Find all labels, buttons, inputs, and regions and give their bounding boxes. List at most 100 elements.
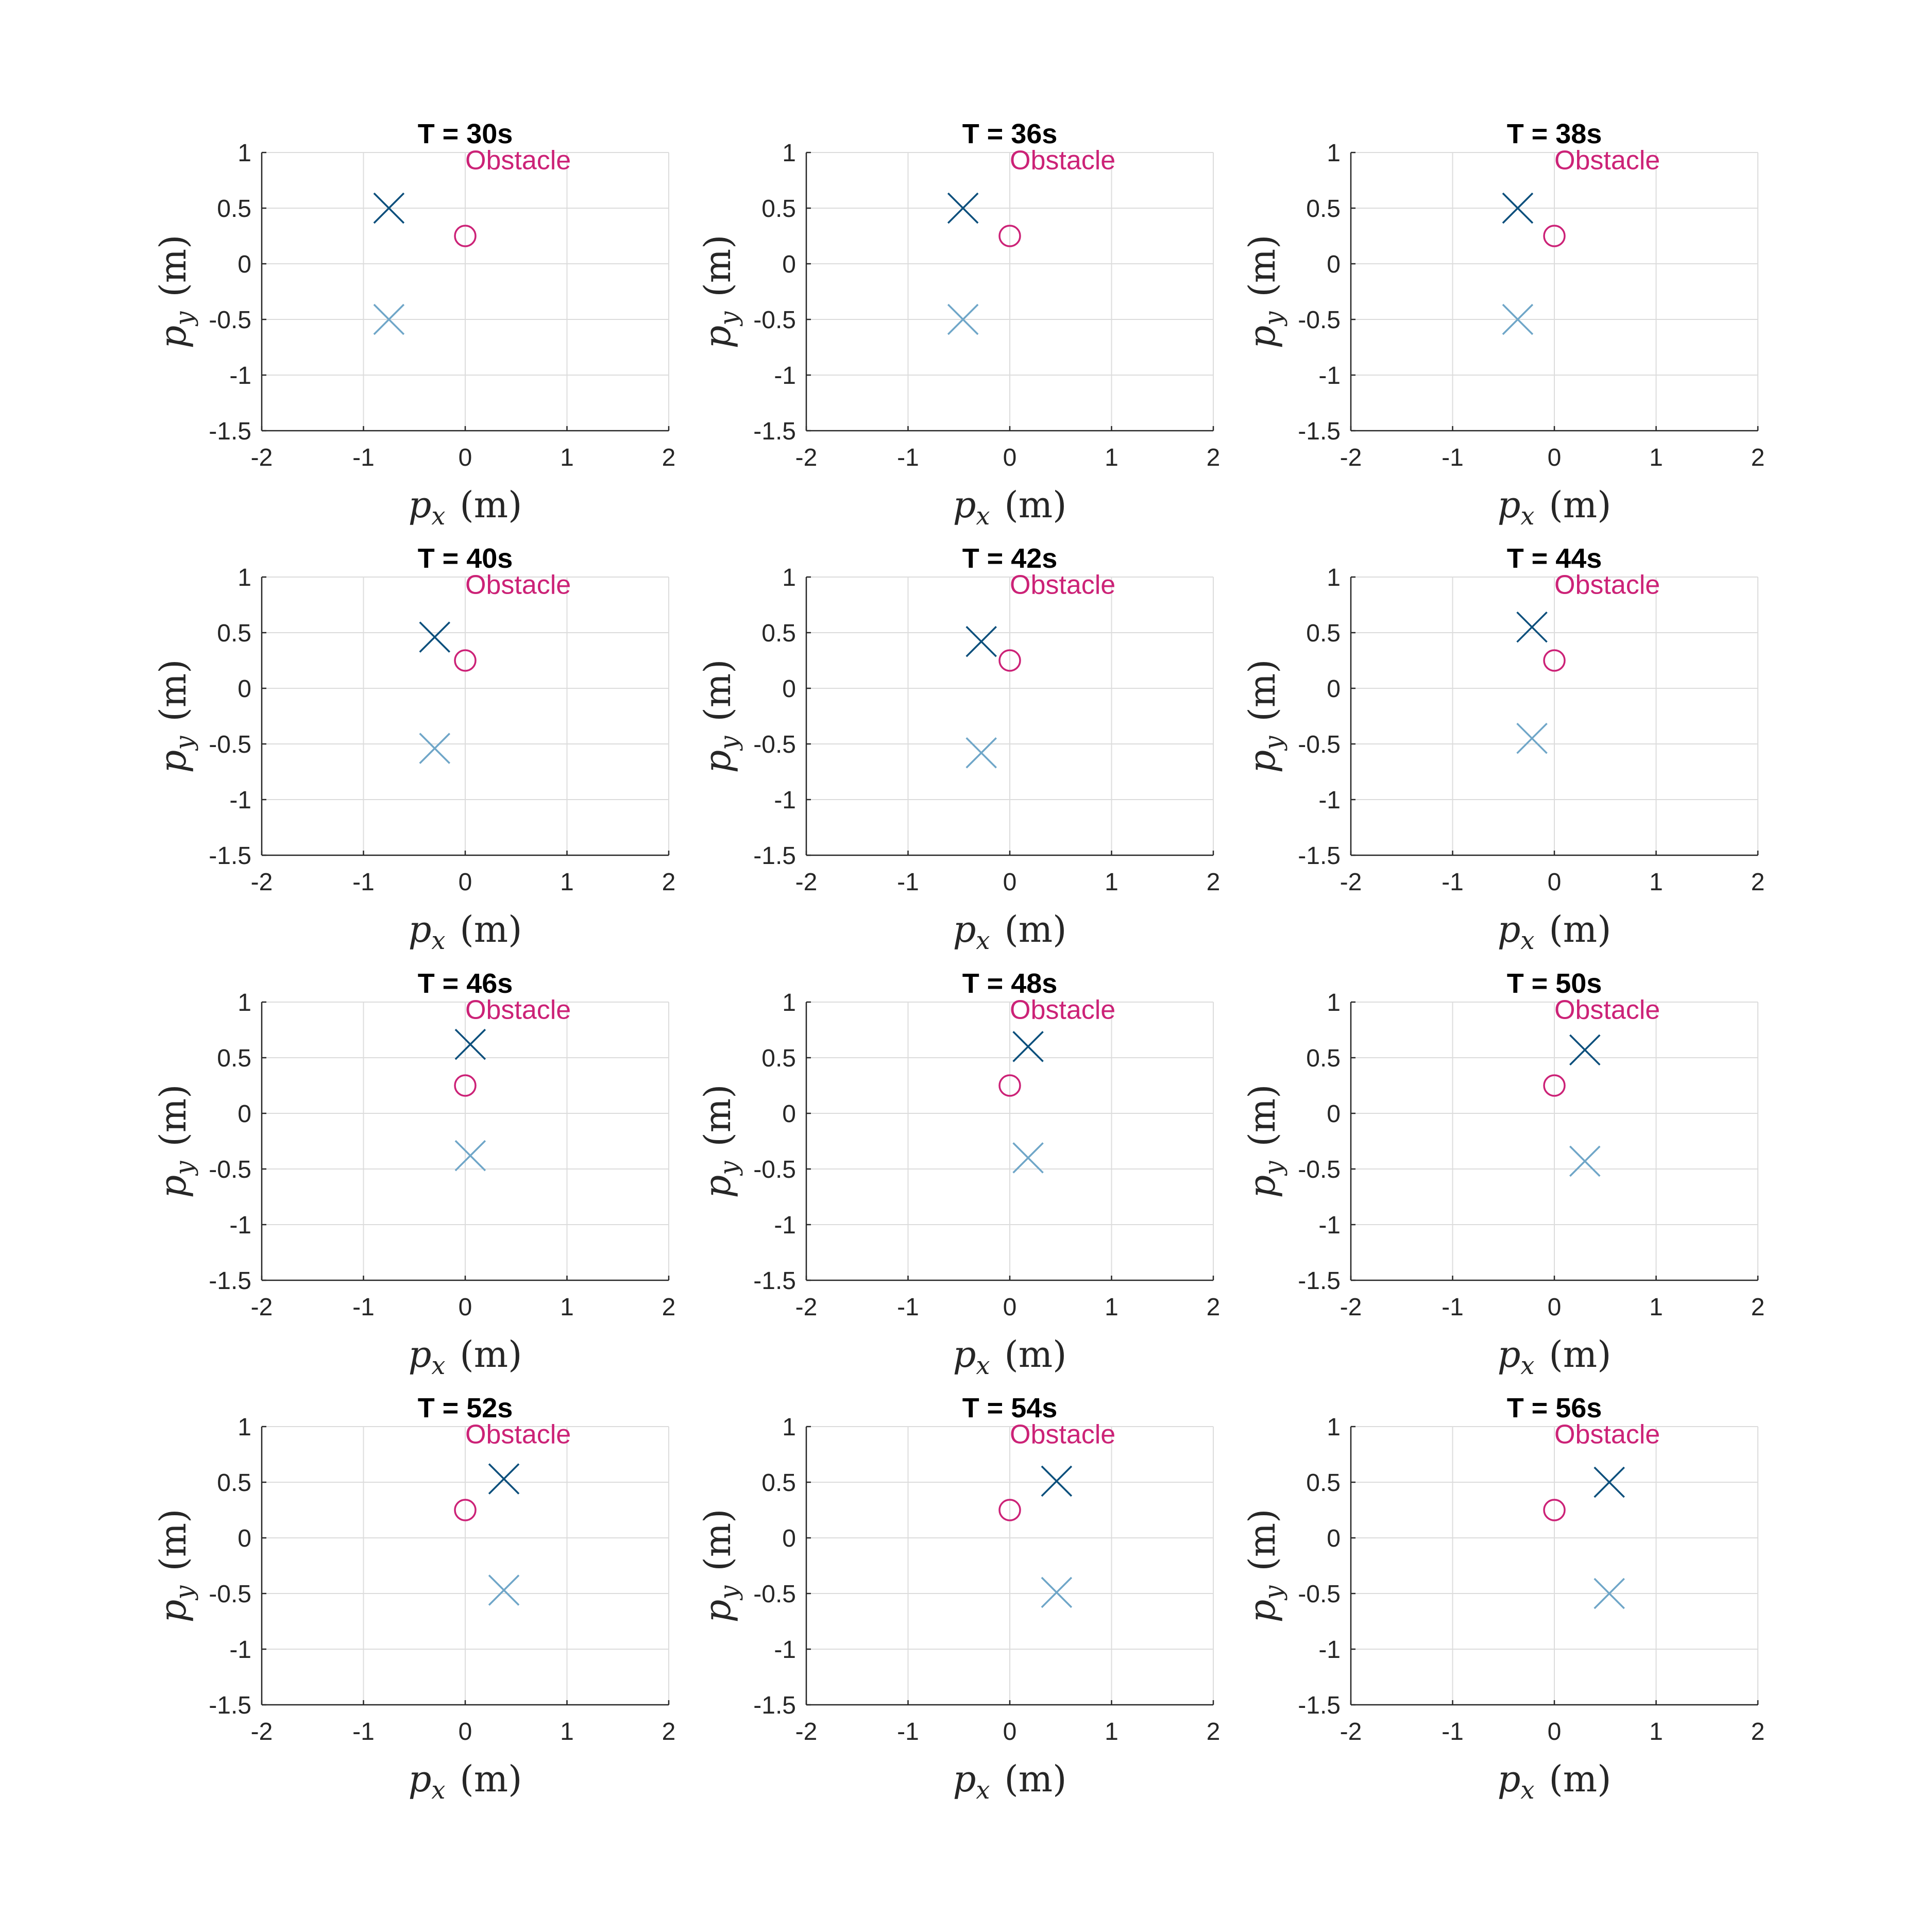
obstacle-marker	[998, 649, 1021, 672]
robot-marker-dark	[947, 192, 979, 224]
robot-marker-light	[947, 303, 979, 335]
y-axis-label: py (m)	[697, 235, 743, 349]
x-tick-label: 0	[459, 1294, 472, 1321]
robot-marker-dark	[1012, 1031, 1044, 1062]
y-tick-label: 0.5	[1306, 1045, 1341, 1072]
obstacle-marker	[998, 1074, 1021, 1097]
x-tick-label: 0	[459, 869, 472, 896]
x-tick-label: 2	[1751, 869, 1765, 896]
robot-marker-light	[965, 737, 997, 769]
y-tick-label: 1	[238, 1414, 251, 1441]
y-tick-label: -0.5	[1298, 1156, 1341, 1183]
y-axis-label: py (m)	[697, 1084, 743, 1198]
obstacle-marker	[1543, 1499, 1566, 1521]
subplot-title: T = 30s	[418, 118, 513, 149]
obstacle-label: Obstacle	[1010, 1419, 1115, 1449]
y-tick-label: -1.5	[1298, 1692, 1341, 1719]
y-tick-label: -1	[1318, 1212, 1341, 1239]
y-tick-label: 0.5	[217, 1469, 251, 1497]
robot-marker-dark	[488, 1463, 520, 1495]
obstacle-marker	[1543, 649, 1566, 672]
y-tick-label: -1.5	[753, 1692, 796, 1719]
y-tick-label: 0.5	[217, 620, 251, 647]
subplot-title: T = 50s	[1507, 968, 1602, 999]
robot-marker-light	[373, 303, 405, 335]
obstacle-label: Obstacle	[465, 995, 571, 1025]
x-axis-label: px (m)	[953, 484, 1067, 531]
x-tick-label: -1	[897, 1294, 919, 1321]
y-tick-label: 1	[238, 989, 251, 1016]
subplot-title: T = 44s	[1507, 543, 1602, 574]
x-tick-label: 1	[560, 869, 574, 896]
x-tick-label: -1	[352, 869, 375, 896]
x-tick-label: -2	[1340, 1294, 1362, 1321]
y-tick-label: -1.5	[753, 1267, 796, 1295]
x-tick-label: -2	[251, 1718, 273, 1745]
x-tick-label: 0	[1548, 869, 1562, 896]
y-tick-label: 1	[238, 564, 251, 591]
y-tick-label: 0	[238, 1100, 251, 1128]
y-tick-label: -1.5	[1298, 418, 1341, 445]
y-tick-label: 0	[238, 1525, 251, 1552]
y-tick-label: 1	[782, 989, 796, 1016]
y-tick-label: -0.5	[1298, 307, 1341, 334]
y-tick-label: 0.5	[761, 1469, 796, 1497]
x-tick-label: 2	[662, 1718, 676, 1745]
x-tick-label: -2	[795, 1294, 818, 1321]
y-tick-label: 1	[1327, 564, 1341, 591]
y-tick-label: 0	[1327, 1100, 1341, 1128]
y-tick-label: -1	[774, 362, 796, 389]
x-axis-label: px (m)	[953, 1758, 1067, 1805]
y-axis-label: py (m)	[152, 1509, 199, 1623]
obstacle-marker	[1543, 1074, 1566, 1097]
obstacle-marker	[454, 225, 477, 247]
x-tick-label: 1	[560, 444, 574, 471]
y-tick-label: -1.5	[753, 418, 796, 445]
robot-marker-dark	[1516, 611, 1548, 643]
x-tick-label: 1	[560, 1718, 574, 1745]
subplot-title: T = 42s	[962, 543, 1058, 574]
y-tick-label: 0	[238, 675, 251, 703]
x-tick-label: -2	[795, 869, 818, 896]
x-tick-label: -2	[1340, 869, 1362, 896]
y-tick-label: 1	[782, 140, 796, 167]
subplot-title: T = 46s	[418, 968, 513, 999]
x-axis-label: px (m)	[1498, 1333, 1612, 1380]
y-tick-label: 1	[782, 564, 796, 591]
obstacle-label: Obstacle	[465, 145, 571, 175]
robot-marker-light	[454, 1140, 486, 1172]
y-tick-label: 1	[1327, 989, 1341, 1016]
y-tick-label: -1.5	[209, 418, 251, 445]
y-tick-label: 0	[1327, 1525, 1341, 1552]
obstacle-marker	[998, 225, 1021, 247]
subplot-title: T = 36s	[962, 118, 1058, 149]
obstacle-label: Obstacle	[1010, 145, 1115, 175]
obstacle-label: Obstacle	[1554, 995, 1660, 1025]
x-tick-label: -2	[795, 444, 818, 471]
x-tick-label: 1	[1649, 444, 1663, 471]
x-tick-label: -1	[897, 1718, 919, 1745]
y-tick-label: 0	[782, 675, 796, 703]
y-axis-label: py (m)	[1241, 235, 1288, 349]
y-tick-label: -0.5	[753, 1156, 796, 1183]
y-tick-label: -1	[229, 362, 251, 389]
x-tick-label: 0	[459, 444, 472, 471]
x-tick-label: -1	[897, 444, 919, 471]
y-tick-label: 0	[1327, 675, 1341, 703]
y-tick-label: -1	[229, 1636, 251, 1664]
y-tick-label: 0.5	[217, 195, 251, 223]
y-tick-label: 1	[238, 140, 251, 167]
x-axis-label: px (m)	[409, 484, 522, 531]
x-axis-label: px (m)	[409, 1333, 522, 1380]
x-tick-label: 2	[1207, 869, 1221, 896]
y-tick-label: -0.5	[753, 307, 796, 334]
robot-marker-dark	[965, 626, 997, 657]
